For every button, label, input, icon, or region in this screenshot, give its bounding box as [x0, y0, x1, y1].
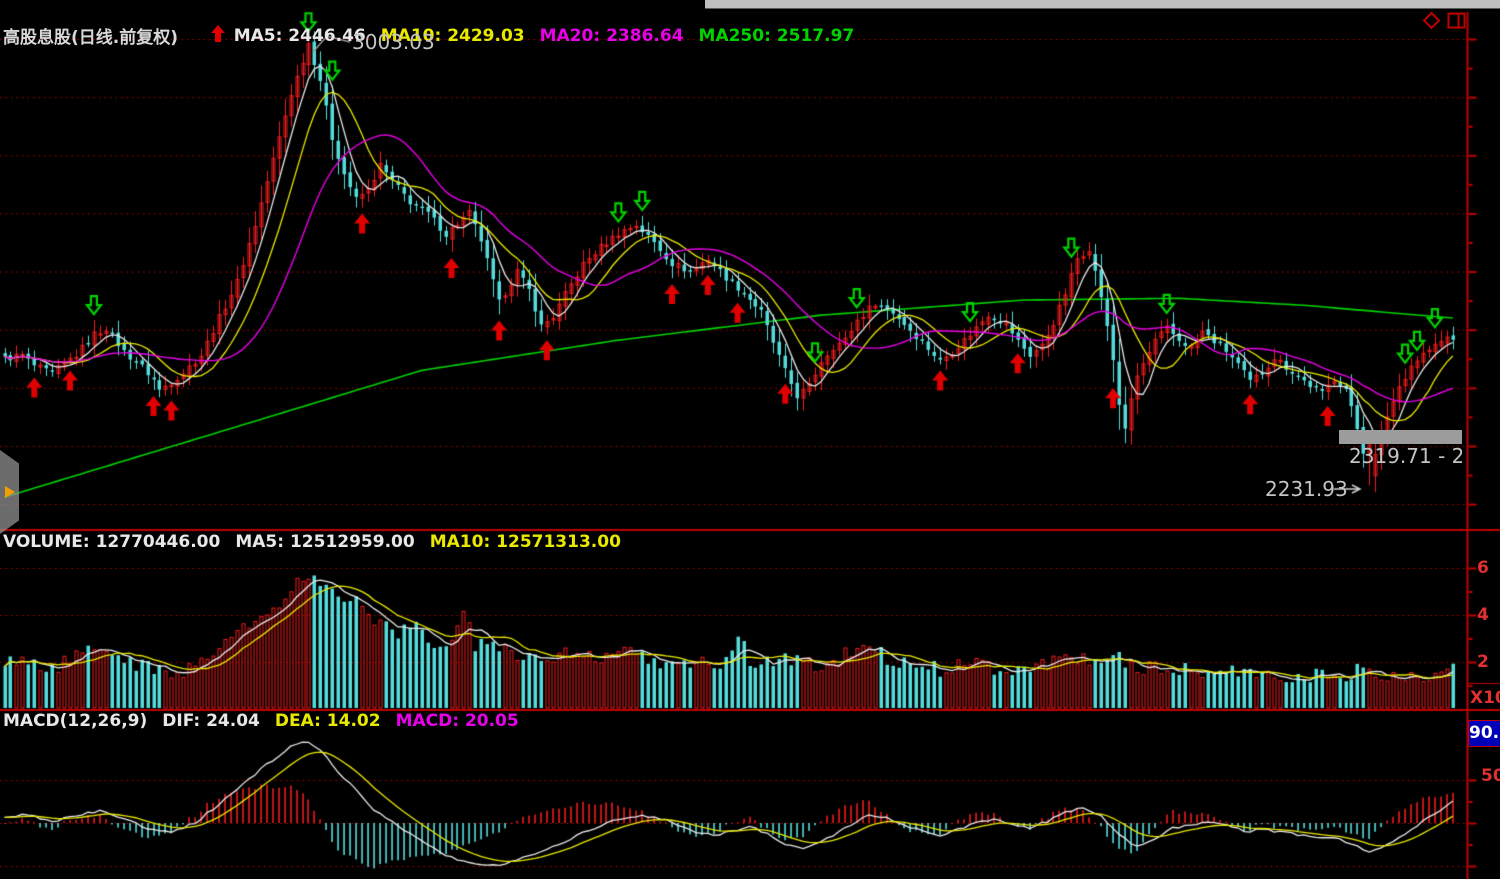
- volume-ma5-value: MA5: 12512959.00: [235, 532, 415, 552]
- ma5-value: MA5: 2446.46: [233, 25, 366, 46]
- volume-axis-label-6: 6: [1477, 558, 1489, 578]
- peak-price-annotation: 3003.03: [352, 30, 435, 54]
- ma250-value: MA250: 2517.97: [698, 25, 855, 46]
- dif-value: DIF: 24.04: [162, 711, 260, 731]
- volume-axis-label-4: 4: [1477, 605, 1489, 625]
- sidebar-slide-handle[interactable]: [0, 450, 19, 534]
- ma20-value: MA20: 2386.64: [539, 25, 684, 46]
- volume-axis-label-2: 2: [1477, 652, 1489, 672]
- price-range-annotation: 2319.71 - 2: [1349, 444, 1462, 468]
- dea-value: DEA: 14.02: [274, 711, 381, 731]
- trend-up-arrow-icon: [187, 4, 225, 67]
- macd-panel-header: MACD(12,26,9) DIF: 24.04 DEA: 14.02 MACD…: [3, 711, 519, 731]
- split-window-icon[interactable]: [1447, 11, 1466, 30]
- ma10-value: MA10: 2429.03: [380, 25, 525, 46]
- macd-axis-label-50: 50: [1481, 766, 1500, 786]
- low-price-annotation: 2231.93: [1265, 477, 1348, 501]
- volume-panel-header: VOLUME: 12770446.00 MA5: 12512959.00 MA1…: [3, 532, 621, 552]
- window-toolbar: [1422, 11, 1466, 30]
- macd-axis-max-label: 90.58: [1468, 720, 1500, 747]
- price-panel-header: 高股息股(日线.前复权) MA5: 2446.46 MA10: 2429.03 …: [3, 4, 854, 67]
- volume-value: VOLUME: 12770446.00: [3, 532, 221, 552]
- macd-value: MACD: 20.05: [395, 711, 519, 731]
- expand-arrow-icon: [5, 486, 15, 498]
- volume-ma10-value: MA10: 12571313.00: [429, 532, 621, 552]
- window-top-strip: [705, 0, 1500, 9]
- macd-name: MACD(12,26,9): [3, 711, 148, 731]
- stock-title: 高股息股(日线.前复权): [3, 28, 178, 48]
- diamond-icon[interactable]: [1422, 11, 1441, 30]
- volume-unit-label: X100: [1470, 688, 1500, 708]
- info-box-bar: [1339, 430, 1462, 444]
